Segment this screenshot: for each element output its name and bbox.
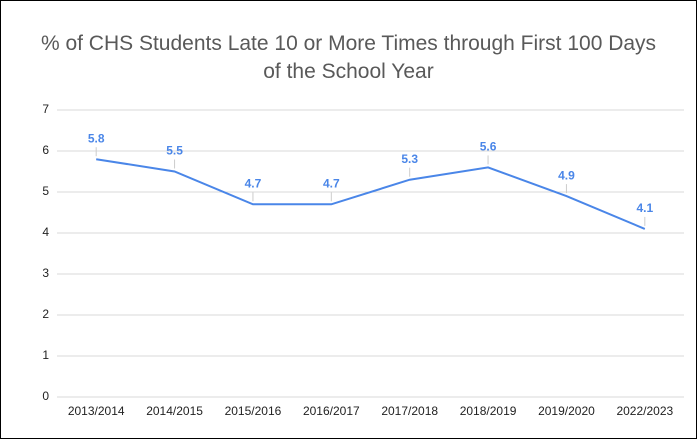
y-tick-label: 1	[42, 348, 49, 362]
y-tick-label: 5	[42, 184, 49, 198]
data-label: 4.7	[323, 176, 340, 190]
line	[96, 158, 646, 230]
y-tick-label: 0	[42, 389, 49, 403]
y-tick-label: 4	[42, 225, 49, 239]
y-tick-label: 3	[42, 266, 49, 280]
data-label: 4.9	[558, 168, 575, 182]
data-label: 5.3	[401, 152, 418, 166]
x-tick-label: 2017/2018	[381, 404, 438, 418]
x-tick-label: 2013/2014	[68, 404, 125, 418]
y-tick-label: 2	[42, 307, 49, 321]
data-label: 5.5	[166, 144, 183, 158]
x-tick-label: 2014/2015	[146, 404, 203, 418]
x-tick-label: 2016/2017	[303, 404, 360, 418]
chart-title: % of CHS Students Late 10 or More Times …	[40, 32, 657, 83]
data-label: 5.8	[88, 131, 105, 145]
data-label: 5.6	[480, 140, 497, 154]
data-label: 4.1	[636, 201, 653, 215]
y-tick-label: 6	[42, 143, 49, 157]
data-label: 4.7	[245, 176, 262, 190]
y-tick-label: 7	[42, 102, 49, 116]
x-tick-label: 2022/2023	[616, 404, 673, 418]
x-tick-label: 2018/2019	[460, 404, 517, 418]
x-tick-label: 2015/2016	[225, 404, 282, 418]
x-tick-label: 2019/2020	[538, 404, 595, 418]
